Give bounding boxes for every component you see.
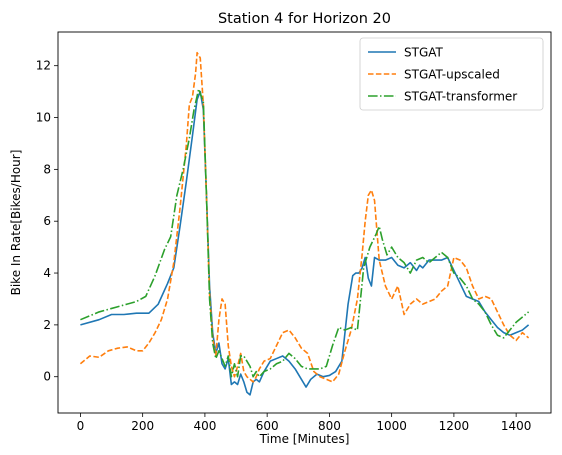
x-tick-label: 1200: [439, 419, 470, 433]
x-tick-label: 600: [256, 419, 279, 433]
x-tick-label: 400: [193, 419, 216, 433]
series-line-stgat-upscaled: [79, 51, 530, 383]
y-tick-label: 10: [36, 111, 51, 125]
chart-title: Station 4 for Horizon 20: [218, 11, 391, 27]
y-tick-label: 8: [43, 162, 51, 176]
y-tick-label: 12: [36, 59, 51, 73]
legend-label: STGAT-upscaled: [404, 68, 500, 82]
series-line-stgat-transformer: [80, 88, 530, 378]
x-tick-label: 1000: [376, 419, 407, 433]
x-tick-label: 200: [131, 419, 154, 433]
x-tick-label: 0: [77, 419, 85, 433]
x-tick-label: 800: [318, 419, 341, 433]
y-axis: 0 2 4 6 8 10 12: [36, 59, 58, 384]
y-axis-label: Bike In Rate[Bikes/Hour]: [9, 150, 23, 296]
legend-box: [359, 37, 544, 111]
series-line-stgat: [80, 90, 530, 396]
y-tick-label: 0: [43, 370, 51, 384]
x-axis-label: Time [Minutes]: [259, 432, 350, 446]
plot-area: [57, 31, 552, 414]
x-axis: 0 200 400 600 800 1000 1200 1400: [77, 413, 532, 433]
y-tick-label: 2: [43, 318, 51, 332]
x-tick-label: 1400: [501, 419, 532, 433]
y-tick-label: 4: [43, 266, 51, 280]
y-tick-label: 6: [43, 214, 51, 228]
legend: STGAT STGAT-upscaled STGAT-transformer: [359, 37, 544, 111]
legend-label: STGAT-transformer: [404, 90, 517, 104]
series-lines: [79, 51, 530, 396]
plot-frame: [57, 31, 552, 414]
legend-label: STGAT: [404, 46, 444, 60]
